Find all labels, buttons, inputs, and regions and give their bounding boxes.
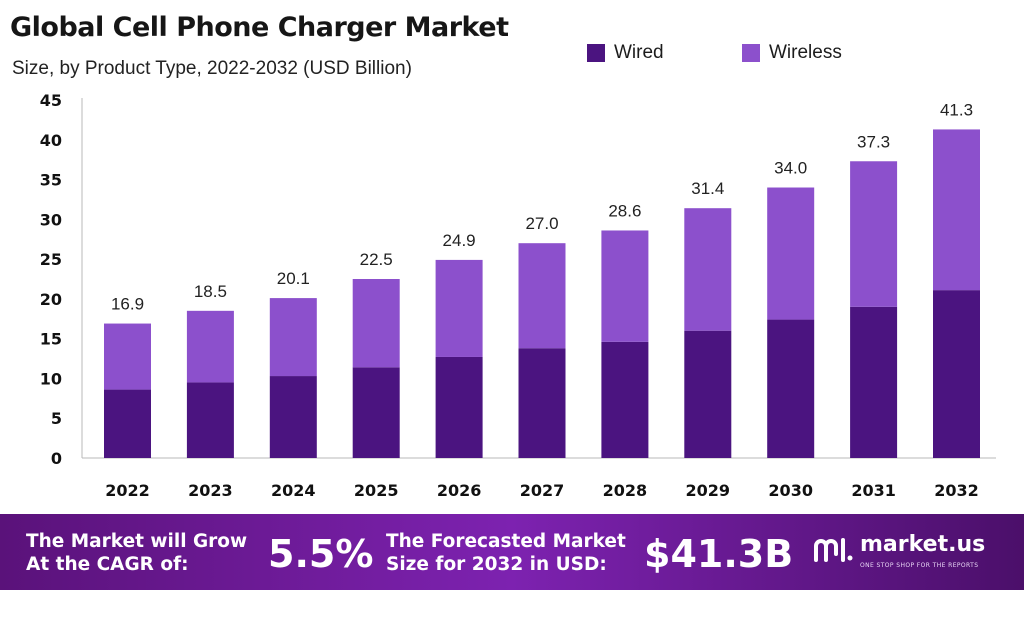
y-tick-label: 0 [51, 449, 62, 468]
data-label-total-2025: 22.5 [360, 250, 393, 269]
x-tick-label: 2026 [437, 481, 482, 500]
bar-wired-2030 [767, 319, 815, 458]
x-tick-label: 2031 [851, 481, 896, 500]
brand-name: market.us [860, 532, 986, 557]
x-tick-label: 2023 [188, 481, 233, 500]
y-tick-label: 5 [51, 409, 62, 428]
y-tick-label: 10 [40, 369, 62, 388]
data-label-total-2026: 24.9 [443, 231, 476, 250]
x-tick-label: 2022 [105, 481, 150, 500]
x-tick-label: 2032 [934, 481, 979, 500]
bar-wired-2026 [435, 356, 483, 458]
y-tick-label: 35 [40, 171, 62, 190]
y-tick-label: 40 [40, 131, 62, 150]
market-us-logo-icon [814, 538, 853, 562]
bar-wired-2031 [850, 306, 898, 458]
forecast-label-line2: Size for 2032 in USD: [386, 554, 607, 575]
data-label-total-2031: 37.3 [857, 132, 890, 151]
legend-item-wired: Wired [587, 42, 664, 64]
bar-wired-2029 [684, 330, 732, 458]
data-label-total-2029: 31.4 [691, 179, 724, 198]
cagr-label-line1: The Market will Grow [26, 531, 248, 552]
forecast-label: The Forecasted Market Size for 2032 in U… [386, 530, 626, 576]
bar-wireless-2026 [435, 259, 483, 357]
bar-wireless-2024 [269, 298, 317, 377]
chart-subtitle: Size, by Product Type, 2022-2032 (USD Bi… [12, 58, 412, 79]
bar-wired-2023 [186, 382, 234, 458]
bar-wireless-2025 [352, 279, 400, 368]
legend-swatch-wireless [742, 44, 760, 62]
x-tick-label: 2030 [768, 481, 813, 500]
bar-wired-2027 [518, 348, 566, 458]
bar-wired-2022 [104, 389, 151, 458]
brand-logo: market.us ONE STOP SHOP FOR THE REPORTS [812, 532, 1012, 576]
data-label-total-2028: 28.6 [608, 201, 641, 220]
x-tick-label: 2025 [354, 481, 399, 500]
data-label-total-2032: 41.3 [940, 100, 973, 119]
bar-wireless-2028 [601, 230, 649, 342]
y-tick-label: 20 [40, 290, 62, 309]
bar-wired-2024 [269, 376, 317, 458]
bar-wireless-2030 [767, 187, 815, 320]
bar-wireless-2029 [684, 208, 732, 331]
x-tick-label: 2024 [271, 481, 316, 500]
data-label-total-2030: 34.0 [774, 159, 807, 178]
y-tick-label: 45 [40, 91, 62, 110]
y-tick-label: 30 [40, 210, 62, 229]
summary-banner: The Market will Grow At the CAGR of: 5.5… [0, 514, 1024, 590]
forecast-label-line1: The Forecasted Market [386, 531, 626, 552]
bar-wireless-2031 [850, 161, 898, 307]
legend-label-wired: Wired [614, 42, 664, 63]
y-tick-label: 15 [40, 330, 62, 349]
bar-wired-2032 [933, 290, 980, 458]
cagr-label: The Market will Grow At the CAGR of: [26, 530, 247, 576]
forecast-value: $41.3B [644, 532, 794, 576]
x-tick-label: 2028 [603, 481, 648, 500]
data-label-total-2027: 27.0 [525, 214, 558, 233]
x-tick-label: 2027 [520, 481, 565, 500]
legend-label-wireless: Wireless [769, 42, 842, 63]
cagr-value: 5.5% [268, 532, 374, 576]
y-tick-label: 25 [40, 250, 62, 269]
cagr-label-line2: At the CAGR of: [26, 554, 189, 575]
bar-wired-2025 [352, 367, 400, 458]
bar-wireless-2022 [104, 323, 151, 390]
x-tick-label: 2029 [686, 481, 731, 500]
bar-wireless-2023 [186, 310, 234, 383]
brand-tagline: ONE STOP SHOP FOR THE REPORTS [860, 562, 979, 569]
data-label-total-2024: 20.1 [277, 269, 310, 288]
legend-item-wireless: Wireless [742, 42, 842, 64]
legend-swatch-wired [587, 44, 605, 62]
stacked-bar-chart: 05101520253035404516.9202218.5202320.120… [40, 91, 996, 500]
data-label-total-2023: 18.5 [194, 282, 227, 301]
bar-wired-2028 [601, 341, 649, 458]
data-label-total-2022: 16.9 [111, 295, 144, 314]
bar-wireless-2027 [518, 243, 566, 349]
chart-title: Global Cell Phone Charger Market [10, 12, 509, 43]
bar-wireless-2032 [933, 129, 980, 291]
